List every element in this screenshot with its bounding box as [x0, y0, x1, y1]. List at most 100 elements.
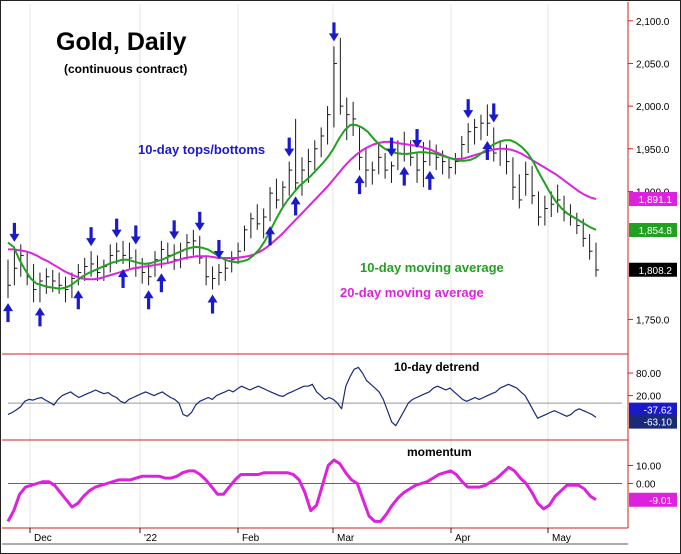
- price-bar: [256, 204, 261, 230]
- arrow-head: [118, 268, 129, 277]
- arrow-head: [386, 148, 397, 157]
- x-tick-label: Feb: [242, 533, 260, 544]
- arrow-head: [194, 222, 205, 231]
- up-arrow-icon: [424, 170, 435, 190]
- x-axis-ticks: Dec '22 Feb Mar Apr May: [29, 528, 571, 544]
- y-tick-label: 20.00: [636, 392, 661, 403]
- value-box-label: 1,891.1: [639, 195, 673, 206]
- price-bar: [327, 106, 331, 145]
- price-bar: [557, 184, 561, 213]
- price-bar: [84, 257, 88, 282]
- arrow-head: [111, 229, 122, 238]
- arrow-head: [130, 236, 141, 245]
- price-bar: [461, 135, 465, 162]
- down-arrow-icon: [9, 222, 20, 242]
- price-bar: [359, 127, 363, 171]
- down-arrow-icon: [463, 99, 474, 119]
- ma20-line: [8, 140, 597, 281]
- arrow-head: [34, 307, 45, 316]
- y-tick-label: 80.00: [636, 369, 661, 380]
- arrow-shaft: [134, 225, 138, 238]
- price-bar: [224, 257, 229, 282]
- price-bar: [480, 114, 484, 141]
- arrow-shaft: [287, 137, 291, 150]
- price-bar: [422, 141, 427, 188]
- down-arrow-icon: [111, 218, 122, 238]
- x-tick-label: '22: [144, 533, 157, 544]
- arrow-shaft: [268, 233, 272, 246]
- price-bar: [199, 235, 203, 264]
- price-bar: [288, 161, 293, 196]
- month-gridlines: [29, 4, 549, 528]
- arrow-shaft: [121, 275, 125, 288]
- price-bar: [365, 148, 369, 188]
- cycle-label: 10-day tops/bottoms: [138, 142, 265, 157]
- price-bar: [109, 244, 114, 273]
- axes: [2, 2, 629, 545]
- arrow-shaft: [466, 99, 470, 112]
- arrow-head: [156, 273, 167, 282]
- value-boxes: 1,891.1 1,854.8 1,808.2 -37.62-63.10 -9.01: [629, 192, 677, 507]
- price-bar: [33, 263, 37, 303]
- price-bar: [512, 157, 516, 200]
- price-bar: [301, 157, 305, 196]
- down-arrow-icon: [328, 22, 339, 42]
- arrow-shaft: [217, 239, 221, 252]
- up-arrow-icon: [265, 226, 276, 246]
- arrow-shaft: [159, 280, 163, 293]
- price-bar: [212, 266, 216, 290]
- arrow-shaft: [485, 147, 489, 160]
- arrow-head: [86, 238, 97, 247]
- arrow-shaft: [357, 182, 362, 195]
- value-box: -63.10: [629, 414, 677, 429]
- arrow-head: [284, 148, 295, 157]
- price-bar: [384, 153, 389, 179]
- up-arrow-icon: [399, 166, 410, 186]
- up-arrow-icon: [354, 175, 365, 195]
- value-box-label: 1,854.8: [639, 226, 673, 237]
- up-arrow-icon: [34, 307, 45, 327]
- price-bar: [269, 187, 274, 222]
- price-bar: [589, 234, 593, 260]
- arrow-head: [73, 290, 84, 299]
- price-bar: [192, 229, 197, 256]
- price-bar: [58, 272, 63, 294]
- cycle-arrows: [3, 22, 499, 327]
- y-tick-label: 0.00: [636, 480, 656, 491]
- y-tick-label: 2,100.0: [636, 17, 670, 28]
- value-box-label: -9.01: [649, 496, 672, 507]
- value-box-label: -37.62: [644, 406, 673, 417]
- ma10-label: 10-day moving average: [360, 260, 504, 275]
- price-bar: [218, 263, 222, 286]
- price-bar: [544, 195, 548, 226]
- down-arrow-icon: [194, 211, 205, 231]
- price-bar: [339, 37, 344, 115]
- price-bar: [205, 255, 210, 286]
- price-bar: [7, 259, 11, 299]
- price-bar: [13, 246, 18, 286]
- price-bar: [263, 208, 267, 239]
- value-box: 1,808.2: [629, 262, 677, 277]
- down-arrow-icon: [284, 137, 295, 157]
- down-arrow-icon: [86, 227, 97, 247]
- arrow-head: [463, 110, 474, 119]
- arrow-shaft: [6, 310, 10, 323]
- price-bar: [186, 234, 190, 260]
- y-tick-label: 10.00: [636, 461, 661, 472]
- y-tick-label: 2,000.0: [636, 102, 670, 113]
- arrow-head: [424, 170, 435, 179]
- arrow-shaft: [115, 218, 119, 231]
- price-bar: [378, 144, 382, 175]
- x-tick-label: May: [552, 533, 571, 544]
- arrow-shaft: [294, 203, 298, 216]
- arrow-head: [143, 290, 154, 299]
- arrow-head: [399, 166, 410, 175]
- price-bar: [141, 257, 146, 284]
- price-bar: [243, 225, 248, 252]
- arrow-shaft: [492, 103, 496, 116]
- momentum-panel: [6, 458, 622, 523]
- price-bar: [595, 242, 599, 277]
- arrow-head: [290, 196, 301, 205]
- y-tick-label: 1,750.0: [636, 315, 670, 326]
- price-bar: [576, 212, 580, 235]
